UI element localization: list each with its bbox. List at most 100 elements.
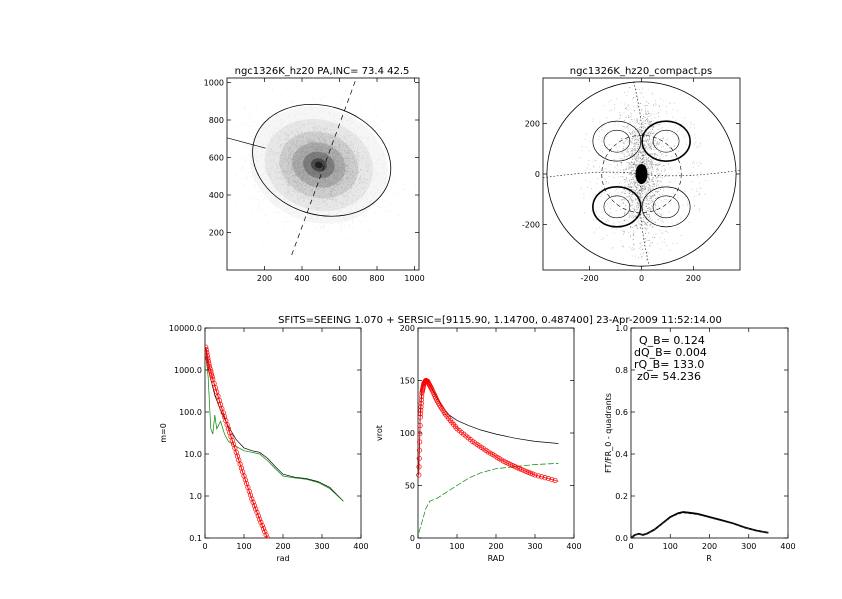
image-pixel (287, 148, 289, 149)
image-pixel (241, 121, 243, 123)
map-pixel (625, 190, 627, 192)
image-pixel (328, 185, 330, 187)
map-pixel (656, 173, 658, 175)
image-pixel (355, 126, 357, 127)
image-pixel (293, 146, 295, 148)
image-pixel (314, 174, 316, 176)
map-pixel (656, 169, 658, 171)
image-pixel (267, 125, 269, 127)
map-pixel (633, 244, 635, 246)
image-pixel (333, 146, 335, 148)
map-pixel (635, 150, 636, 152)
map-pixel (645, 187, 647, 189)
image-pixel (392, 193, 394, 194)
map-pixel (633, 216, 635, 218)
image-pixel (296, 121, 298, 122)
map-pixel (636, 180, 638, 182)
panel4-ytick-label: 150 (400, 377, 415, 386)
profile-series-line (205, 347, 268, 538)
map-pixel (635, 210, 637, 212)
image-pixel (324, 175, 326, 177)
image-pixel (309, 147, 310, 149)
image-pixel (353, 182, 354, 183)
image-pixel (324, 148, 326, 149)
map-pixel (644, 192, 646, 194)
map-pixel (629, 216, 631, 217)
image-pixel (308, 182, 310, 184)
image-pixel (294, 167, 296, 169)
map-pixel (647, 132, 649, 134)
image-pixel (381, 142, 383, 144)
image-pixel (366, 164, 368, 166)
map-pixel (629, 181, 631, 183)
image-pixel (350, 150, 352, 152)
image-pixel (310, 194, 312, 196)
image-pixel (336, 174, 338, 175)
image-pixel (304, 146, 306, 148)
image-pixel (318, 203, 320, 205)
image-pixel (309, 132, 311, 134)
image-pixel (297, 179, 299, 181)
image-pixel (351, 209, 353, 211)
image-pixel (274, 200, 276, 202)
image-pixel (340, 163, 342, 165)
sersic-model-point (270, 546, 274, 550)
image-pixel (346, 170, 348, 172)
map-pixel (640, 125, 641, 127)
image-pixel (323, 200, 324, 202)
image-pixel (321, 149, 323, 151)
image-pixel (328, 136, 330, 138)
image-pixel (306, 207, 308, 209)
image-pixel (299, 190, 301, 192)
map-pixel (636, 119, 638, 121)
map-pixel (628, 179, 630, 181)
map-pixel (657, 112, 659, 114)
map-pixel (628, 114, 630, 116)
map-pixel (637, 192, 638, 194)
image-pixel (338, 152, 340, 154)
image-pixel (303, 145, 305, 147)
image-pixel (339, 127, 340, 129)
annotation-rq-b: rQ_B= 133.0 (634, 358, 704, 371)
image-pixel (323, 226, 325, 228)
map-pixel (647, 207, 649, 209)
map-pixel (639, 124, 641, 125)
image-pixel (336, 170, 338, 172)
image-pixel (285, 161, 286, 163)
image-pixel (342, 157, 344, 159)
image-pixel (303, 196, 305, 198)
image-pixel (304, 161, 306, 163)
image-pixel (355, 179, 357, 180)
image-pixel (306, 150, 308, 152)
panel5-ytick-label: 1.0 (615, 324, 628, 333)
image-pixel (335, 127, 337, 129)
image-pixel (340, 169, 342, 171)
map-pixel (647, 172, 649, 174)
image-pixel (326, 168, 328, 170)
image-pixel (269, 163, 270, 165)
image-pixel (298, 122, 300, 124)
image-pixel (330, 160, 332, 162)
map-pixel (599, 166, 601, 168)
image-pixel (338, 167, 340, 169)
image-pixel (321, 137, 323, 139)
image-pixel (342, 167, 343, 169)
image-pixel (293, 159, 294, 161)
map-pixel (651, 195, 653, 197)
image-pixel (279, 139, 281, 141)
map-pixel (650, 165, 652, 167)
map-pixel (630, 226, 631, 228)
map-pixel (657, 124, 659, 126)
image-pixel (327, 176, 329, 178)
map-pixel (635, 185, 637, 187)
map-pixel (633, 155, 635, 157)
image-pixel (347, 187, 349, 189)
panel4-frame (417, 327, 575, 539)
map-pixel (645, 197, 647, 199)
map-pixel (645, 131, 647, 133)
map-pixel (646, 210, 648, 212)
image-pixel (318, 195, 320, 197)
image-pixel (302, 170, 304, 172)
map-pixel (624, 127, 626, 129)
map-pixel (643, 189, 645, 191)
